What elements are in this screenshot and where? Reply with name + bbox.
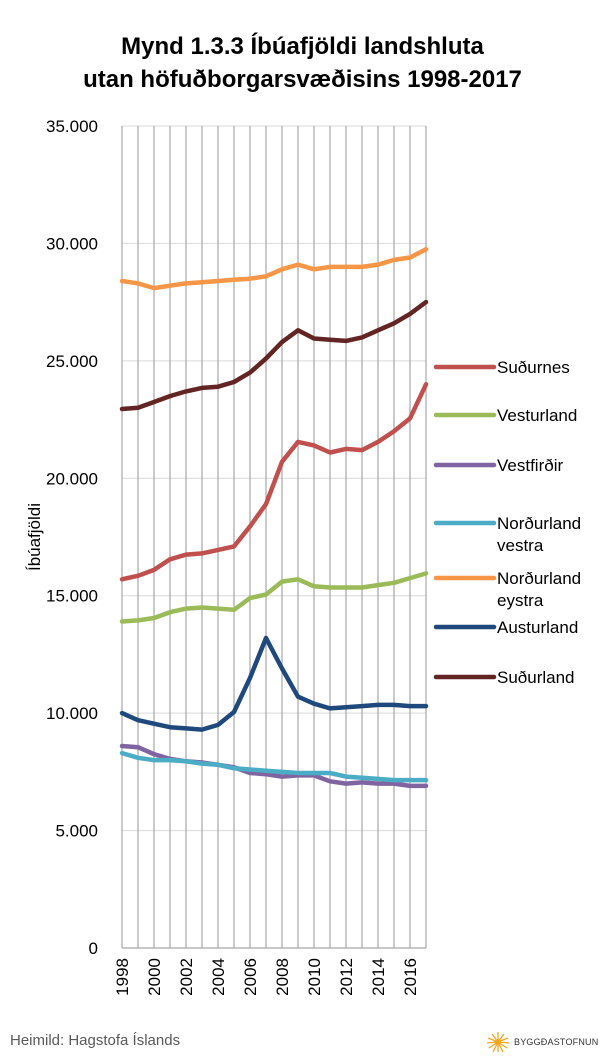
publisher-logo: BYGGÐASTOFNUN [480, 1031, 605, 1053]
legend-label: Vesturland [497, 406, 577, 425]
x-tick-label: 2012 [337, 958, 356, 996]
x-tick-label: 2008 [273, 958, 292, 996]
x-tick-label: 2010 [305, 958, 324, 996]
series-line [119, 750, 429, 783]
legend-label: Norðurland vestra [497, 514, 581, 555]
chart-title-line-1: Mynd 1.3.3 Íbúafjöldi landshluta [121, 33, 484, 60]
chart-title-line-2: utan höfuðborgarsvæðisins 1998-2017 [83, 66, 522, 93]
y-tick-label: 20.000 [46, 469, 98, 488]
logo-text: BYGGÐASTOFNUN [514, 1037, 599, 1047]
x-tick-label: 2000 [145, 958, 164, 996]
series-line [119, 247, 429, 291]
x-tick-label: 2016 [401, 958, 420, 996]
y-axis-label: Íbúafjöldi [25, 503, 44, 571]
x-tick-label: 2002 [177, 958, 196, 996]
y-tick-label: 10.000 [46, 704, 98, 723]
line-chart: 0 5.000 10.000 15.000 20.000 25.000 30.000 35.0… [25, 117, 581, 996]
series-line [119, 571, 429, 624]
legend-label: Suðurnes [497, 358, 570, 377]
series-line [119, 635, 429, 732]
x-tick-label: 2014 [369, 958, 388, 996]
series-line [119, 382, 429, 582]
chart-title: Mynd 1.3.3 Íbúafjöldi landshluta utan hö… [0, 30, 605, 96]
y-tick-label: 5.000 [55, 822, 98, 841]
x-tick-label: 2006 [241, 958, 260, 996]
x-tick-label: 2004 [209, 958, 228, 996]
series-line [119, 299, 429, 412]
sun-logo-icon [486, 1032, 510, 1053]
y-tick-label: 35.000 [46, 117, 98, 136]
legend-label: Austurland [497, 618, 578, 637]
y-tick-label: 15.000 [46, 587, 98, 606]
legend-label: Suðurland [497, 668, 575, 687]
x-tick-label: 1998 [113, 958, 132, 996]
legend-label: Norðurland eystra [497, 569, 581, 610]
y-tick-label: 25.000 [46, 352, 98, 371]
y-tick-label: 0 [89, 939, 98, 958]
y-tick-label: 30.000 [46, 234, 98, 253]
legend-label: Vestfirðir [497, 456, 563, 475]
source-note: Heimild: Hagstofa Íslands [10, 1032, 181, 1049]
